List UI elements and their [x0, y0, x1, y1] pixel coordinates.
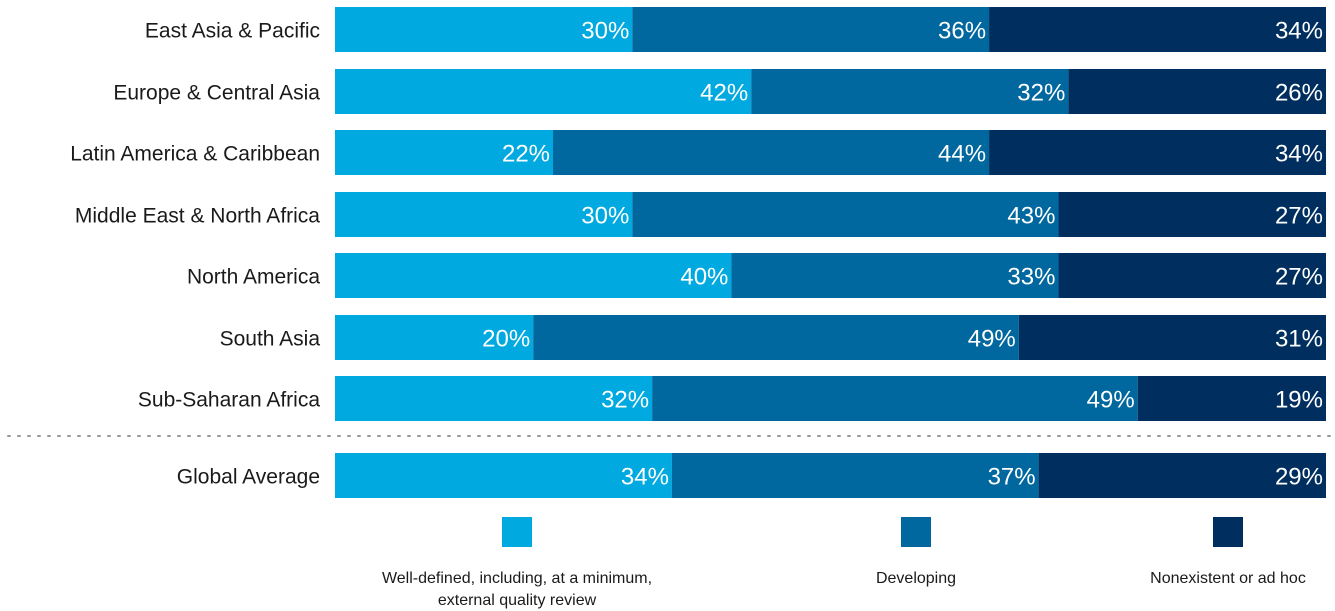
- data-label: 34%: [1275, 18, 1323, 45]
- bar-segment: [731, 253, 1059, 298]
- bar-segment: [335, 253, 732, 298]
- data-label: 19%: [1275, 387, 1323, 414]
- bar-segment: [652, 376, 1138, 421]
- category-label: Europe & Central Asia: [113, 82, 320, 105]
- data-label: 49%: [968, 326, 1016, 353]
- bar-segment: [335, 376, 653, 421]
- bar-segment: [335, 69, 752, 114]
- legend-group: Well-defined, including, at a minimum, ex…: [382, 517, 1306, 609]
- bar-segment: [335, 7, 633, 52]
- bar-segment: [1137, 376, 1326, 421]
- data-label: 30%: [581, 203, 629, 230]
- category-label: North America: [187, 266, 320, 289]
- category-label: Sub-Saharan Africa: [138, 389, 320, 412]
- bar-segment: [533, 315, 1019, 360]
- legend-label: Well-defined, including, at a minimum,: [382, 570, 652, 587]
- legend-swatch: [901, 517, 931, 547]
- data-label: 26%: [1275, 80, 1323, 107]
- bar-segment: [1058, 192, 1326, 237]
- data-label: 33%: [1007, 264, 1055, 291]
- bar-segment: [335, 315, 534, 360]
- bar-segment: [751, 69, 1069, 114]
- data-label: 27%: [1275, 203, 1323, 230]
- legend-swatch: [1213, 517, 1243, 547]
- legend-label: Developing: [876, 570, 956, 587]
- category-label: South Asia: [220, 328, 321, 351]
- category-label: Middle East & North Africa: [75, 205, 320, 228]
- bar-segment: [335, 192, 633, 237]
- data-label: 36%: [938, 18, 986, 45]
- bars-group: East Asia & Pacific 30% 36% 34% Europe & Cen…: [70, 7, 1326, 498]
- data-label: 42%: [700, 80, 748, 107]
- data-label: 49%: [1087, 387, 1135, 414]
- legend-swatch: [502, 517, 532, 547]
- data-label: 32%: [1017, 80, 1065, 107]
- legend-label: external quality review: [438, 592, 597, 609]
- data-label: 31%: [1275, 326, 1323, 353]
- bar-segment: [1018, 315, 1326, 360]
- bar-segment: [335, 130, 554, 175]
- data-label: 43%: [1007, 203, 1055, 230]
- data-label: 29%: [1275, 464, 1323, 491]
- data-label: 20%: [482, 326, 530, 353]
- bar-segment: [989, 130, 1326, 175]
- data-label: 27%: [1275, 264, 1323, 291]
- data-label: 22%: [502, 141, 550, 168]
- data-label: 34%: [1275, 141, 1323, 168]
- category-label: East Asia & Pacific: [145, 20, 320, 43]
- bar-segment: [1058, 253, 1326, 298]
- bar-segment: [671, 453, 1039, 498]
- bar-segment: [989, 7, 1326, 52]
- data-label: 34%: [621, 464, 669, 491]
- data-label: 32%: [601, 387, 649, 414]
- legend-label: Nonexistent or ad hoc: [1150, 570, 1306, 587]
- bar-segment: [632, 192, 1059, 237]
- bar-segment: [1038, 453, 1326, 498]
- bar-segment: [1068, 69, 1326, 114]
- category-label: Global Average: [177, 466, 320, 489]
- data-label: 40%: [680, 264, 728, 291]
- data-label: 37%: [988, 464, 1036, 491]
- category-label: Latin America & Caribbean: [70, 143, 320, 166]
- bar-segment: [632, 7, 990, 52]
- data-label: 30%: [581, 18, 629, 45]
- bar-segment: [553, 130, 990, 175]
- bar-segment: [335, 453, 672, 498]
- data-label: 44%: [938, 141, 986, 168]
